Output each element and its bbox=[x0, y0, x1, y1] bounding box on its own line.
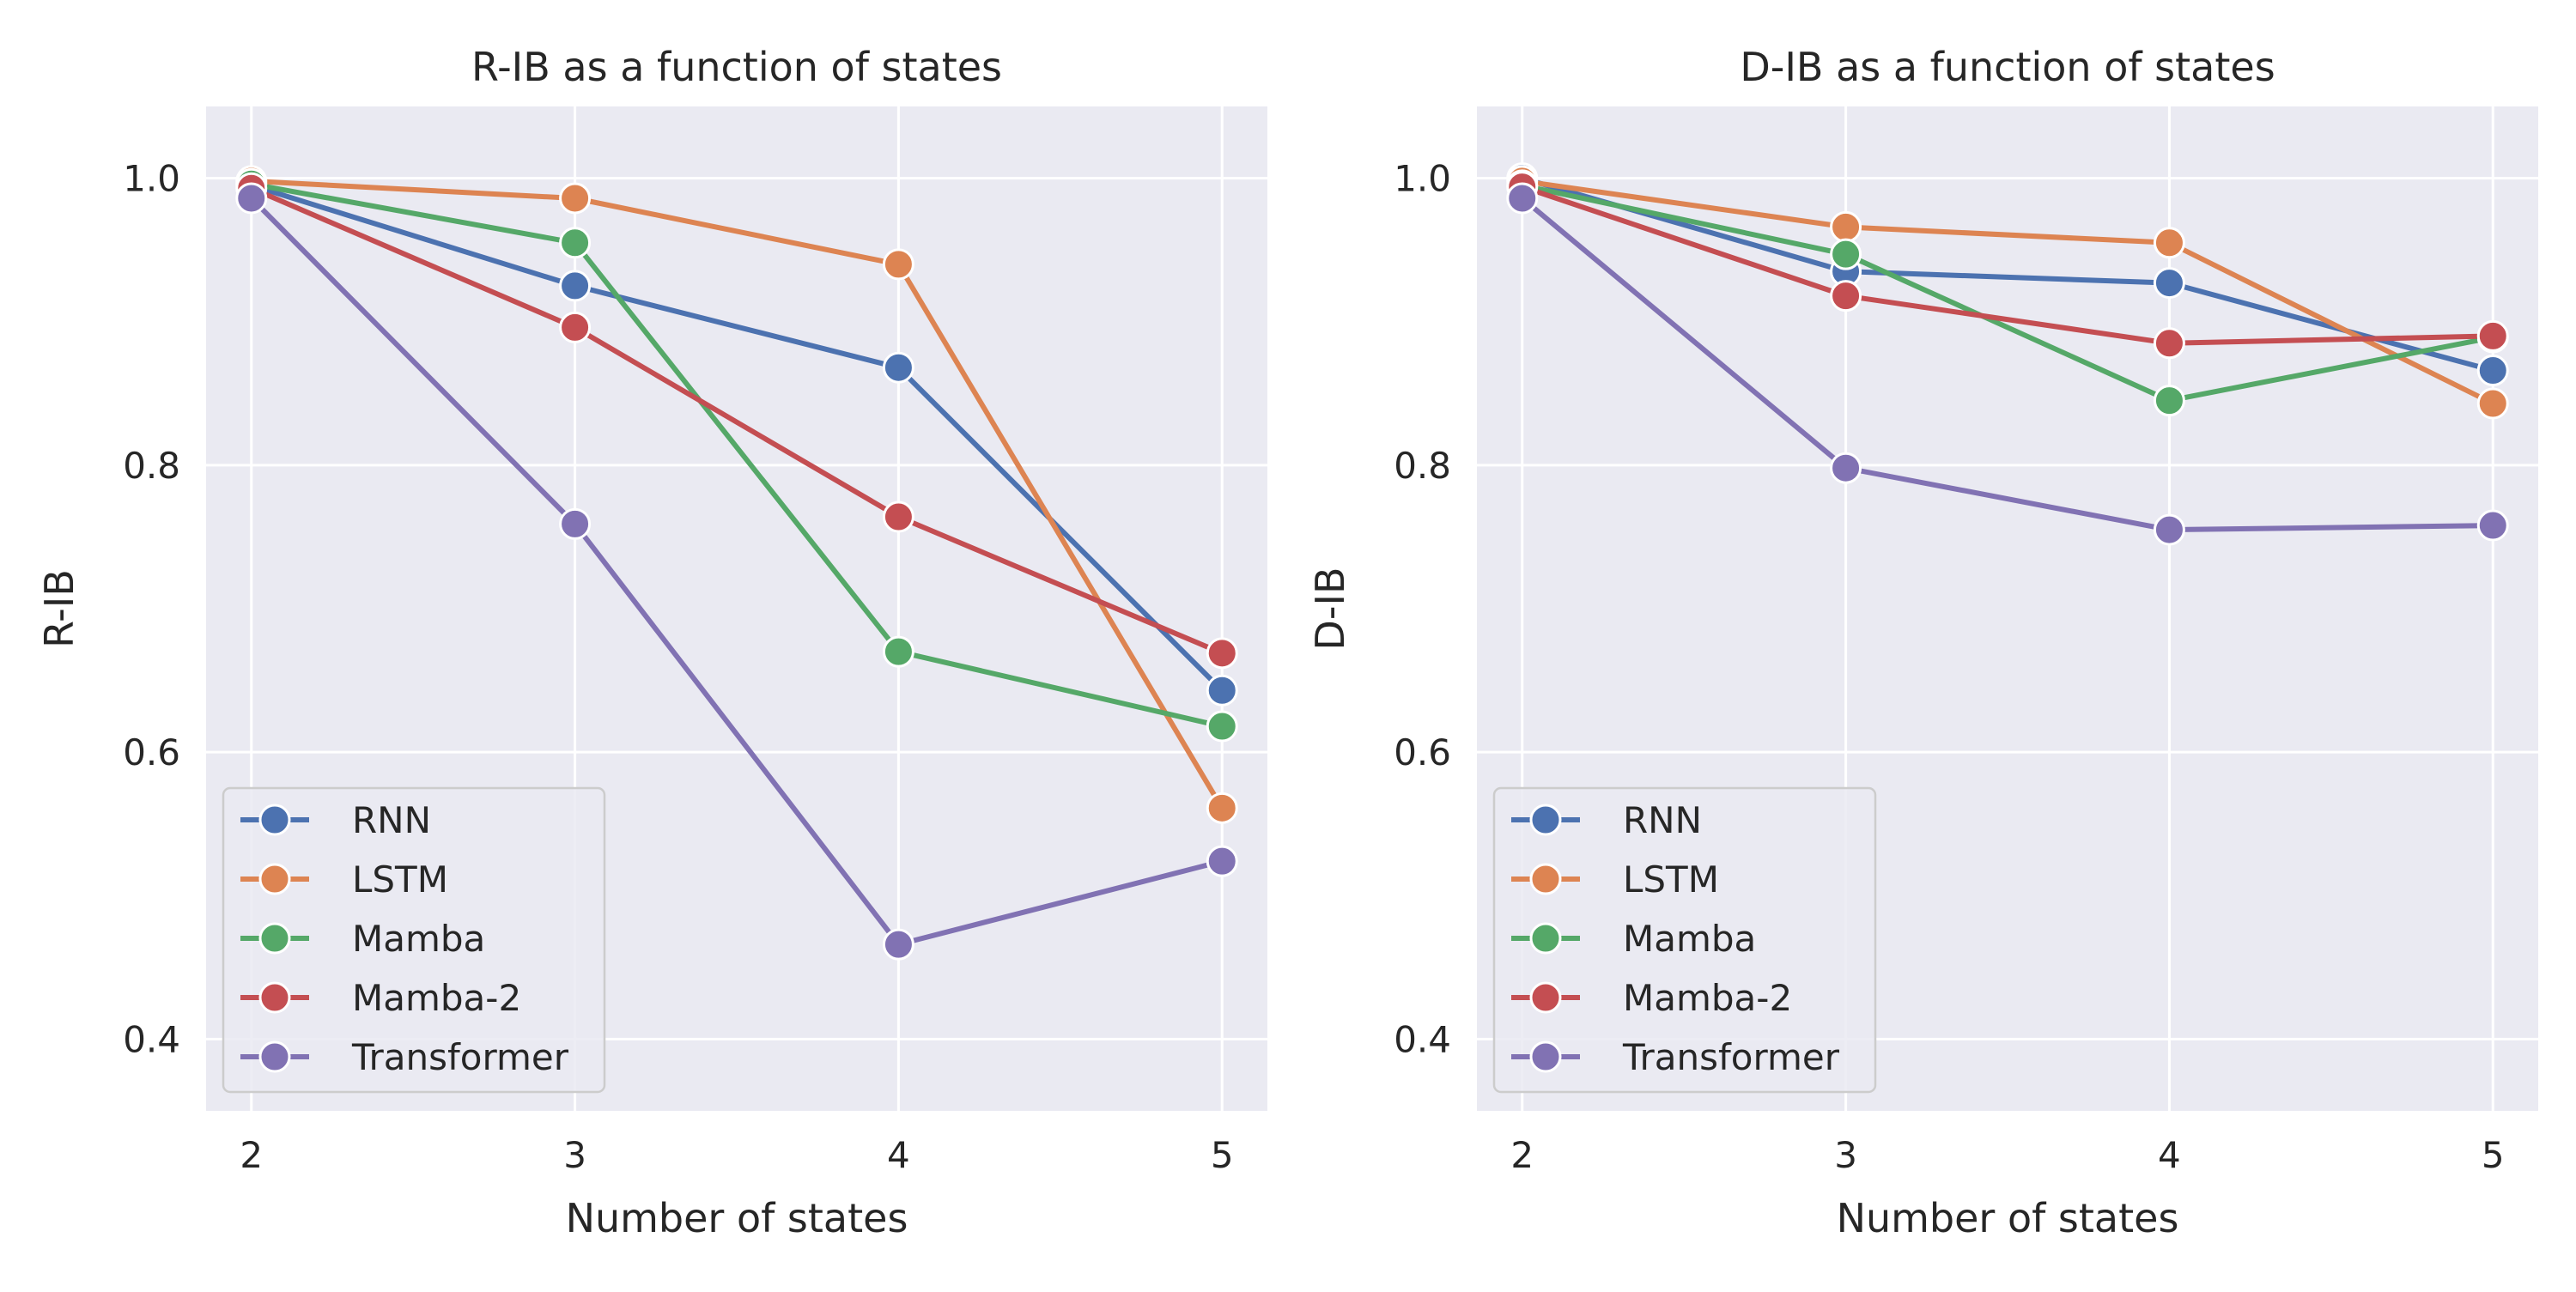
legend: RNN LSTM Mamba Mamba-2 Transformer bbox=[222, 786, 606, 1094]
chart-panel-2: 0.4 0.6 0.8 1.0 2 3 4 5 D-IB as a function of st… bbox=[1307, 44, 2538, 1241]
legend-marker bbox=[1529, 1040, 1562, 1073]
data-point bbox=[882, 928, 914, 961]
legend-label: Mamba bbox=[1623, 918, 1756, 960]
x-tick-label: 3 bbox=[563, 1134, 586, 1176]
data-point bbox=[882, 500, 914, 533]
legend-label: RNN bbox=[1623, 799, 1702, 841]
y-axis-label: D-IB bbox=[1307, 567, 1353, 650]
legend-marker bbox=[258, 863, 291, 895]
series-line bbox=[250, 183, 1224, 693]
data-point bbox=[2153, 267, 2185, 300]
data-point bbox=[2153, 513, 2185, 546]
series-line bbox=[1521, 184, 2494, 346]
y-tick-label: 0.8 bbox=[1394, 445, 1451, 487]
data-point bbox=[559, 311, 592, 343]
series-line bbox=[251, 178, 1224, 810]
x-axis-label: Number of states bbox=[566, 1195, 908, 1241]
data-point bbox=[2153, 227, 2185, 259]
chart-panel-1: 0.4 0.6 0.8 1.0 2 3 4 5 R-IB as a function of st… bbox=[36, 44, 1267, 1241]
y-tick-label: 0.4 bbox=[1394, 1018, 1451, 1060]
series-transformer bbox=[235, 182, 1238, 961]
legend-label: RNN bbox=[352, 799, 431, 841]
legend-label: Mamba bbox=[352, 918, 485, 960]
x-tick-label: 2 bbox=[1510, 1134, 1534, 1176]
series-transformer bbox=[1506, 182, 2509, 546]
y-axis-label: R-IB bbox=[36, 569, 82, 648]
x-tick-label: 2 bbox=[240, 1134, 263, 1176]
x-tick-label: 4 bbox=[2158, 1134, 2181, 1176]
legend-marker bbox=[258, 804, 291, 836]
data-point bbox=[1830, 452, 1862, 484]
y-tick-label: 1.0 bbox=[1394, 158, 1451, 200]
legend-label: Mamba-2 bbox=[352, 977, 521, 1019]
x-axis-label: Number of states bbox=[1837, 1195, 2179, 1241]
data-point bbox=[1830, 280, 1862, 312]
legend-box bbox=[1492, 786, 1877, 1094]
data-point bbox=[235, 182, 268, 215]
legend-label: Mamba-2 bbox=[1623, 977, 1792, 1019]
chart-title: D-IB as a function of states bbox=[1740, 44, 2275, 90]
legend-marker bbox=[258, 981, 291, 1014]
x-tick-label: 5 bbox=[2482, 1134, 2505, 1176]
x-tick-label: 5 bbox=[1211, 1134, 1234, 1176]
legend-marker bbox=[258, 922, 291, 955]
data-point bbox=[882, 351, 914, 384]
x-tick-label: 4 bbox=[887, 1134, 910, 1176]
legend-marker bbox=[1529, 922, 1562, 955]
data-point bbox=[559, 227, 592, 259]
legend-label: Transformer bbox=[1622, 1036, 1840, 1078]
chart-title: R-IB as a function of states bbox=[471, 44, 1002, 90]
series-line bbox=[1520, 196, 2494, 533]
legend-marker bbox=[1529, 981, 1562, 1014]
legend-label: LSTM bbox=[352, 858, 448, 901]
data-point bbox=[559, 270, 592, 302]
data-point bbox=[2476, 387, 2509, 420]
data-point bbox=[2476, 509, 2509, 542]
data-point bbox=[1206, 637, 1238, 670]
legend-label: Transformer bbox=[351, 1036, 569, 1078]
legend-box bbox=[222, 786, 606, 1094]
data-point bbox=[1206, 674, 1238, 707]
data-point bbox=[559, 507, 592, 540]
y-tick-label: 0.8 bbox=[123, 445, 180, 487]
data-point bbox=[1206, 792, 1238, 824]
data-point bbox=[1830, 238, 1862, 270]
y-tick-label: 1.0 bbox=[123, 158, 180, 200]
series-line bbox=[250, 185, 1224, 656]
legend-marker bbox=[1529, 804, 1562, 836]
data-point bbox=[1206, 710, 1238, 743]
data-point bbox=[1206, 845, 1238, 877]
data-point bbox=[559, 182, 592, 215]
data-point bbox=[2153, 385, 2185, 417]
legend: RNN LSTM Mamba Mamba-2 Transformer bbox=[1492, 786, 1877, 1094]
data-point bbox=[1506, 182, 1539, 215]
data-point bbox=[2476, 319, 2509, 352]
y-tick-label: 0.6 bbox=[1394, 731, 1451, 773]
data-point bbox=[882, 635, 914, 668]
legend-marker bbox=[1529, 863, 1562, 895]
data-point bbox=[882, 248, 914, 281]
y-tick-label: 0.4 bbox=[123, 1018, 180, 1060]
series-line bbox=[1522, 178, 2494, 406]
data-point bbox=[1830, 210, 1862, 243]
series-line bbox=[1522, 182, 2494, 403]
series-line bbox=[249, 196, 1223, 948]
legend-marker bbox=[258, 1040, 291, 1073]
data-point bbox=[2476, 355, 2509, 387]
legend-label: LSTM bbox=[1623, 858, 1719, 901]
series-line bbox=[251, 181, 1223, 730]
y-tick-label: 0.6 bbox=[123, 731, 180, 773]
series-line bbox=[1521, 175, 2494, 373]
data-point bbox=[2153, 327, 2185, 360]
x-tick-label: 3 bbox=[1834, 1134, 1857, 1176]
